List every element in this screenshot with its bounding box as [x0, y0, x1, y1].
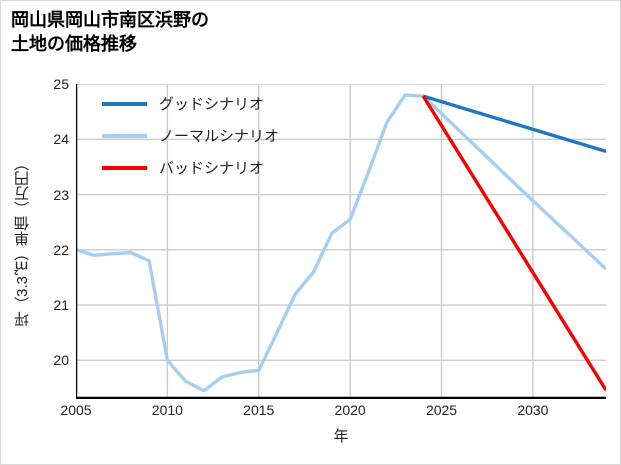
series-line [422, 94, 606, 154]
legend-color-swatch [102, 133, 147, 138]
x-tick-label: 2025 [425, 402, 458, 418]
gridlines [76, 84, 606, 399]
legend-color-swatch [102, 165, 147, 170]
y-axis-label: 坪（3.3㎡）単価（万円） [9, 84, 35, 399]
y-tick-label: 20 [53, 352, 69, 369]
series-line [76, 93, 606, 393]
x-tick-label: 2010 [151, 402, 183, 418]
legend-item-label: ノーマルシナリオ [159, 128, 280, 145]
x-axis-label: 年 [333, 428, 349, 445]
legend-item[interactable]: グッドシナリオ [102, 93, 279, 114]
plot-area [76, 84, 606, 399]
legend-item[interactable]: バッドシナリオ [102, 157, 279, 178]
x-tick-label: 2005 [60, 402, 92, 418]
legend-item-label: バッドシナリオ [159, 160, 265, 177]
chart-legend: グッドシナリオ ノーマルシナリオ バッドシナリオ [102, 93, 279, 178]
y-tick-label: 23 [53, 186, 69, 203]
series-layer [76, 93, 606, 393]
series-line [421, 95, 606, 392]
legend-item-label: グッドシナリオ [159, 96, 265, 113]
x-tick-label: 2030 [517, 402, 549, 418]
page-title: 岡山県岡山市南区浜野の 土地の価格推移 [11, 10, 209, 54]
y-tick-label: 22 [53, 241, 69, 258]
legend-color-swatch [102, 101, 147, 106]
y-axis-label-text: 坪（3.3㎡）単価（万円） [13, 156, 31, 327]
legend-item[interactable]: ノーマルシナリオ [102, 125, 279, 146]
x-tick-label: 2020 [334, 402, 366, 418]
chart-svg [76, 84, 606, 399]
y-tick-label: 24 [53, 131, 69, 148]
x-tick-label: 2015 [243, 402, 275, 418]
y-tick-label: 25 [53, 76, 69, 92]
y-tick-label: 21 [53, 297, 69, 314]
